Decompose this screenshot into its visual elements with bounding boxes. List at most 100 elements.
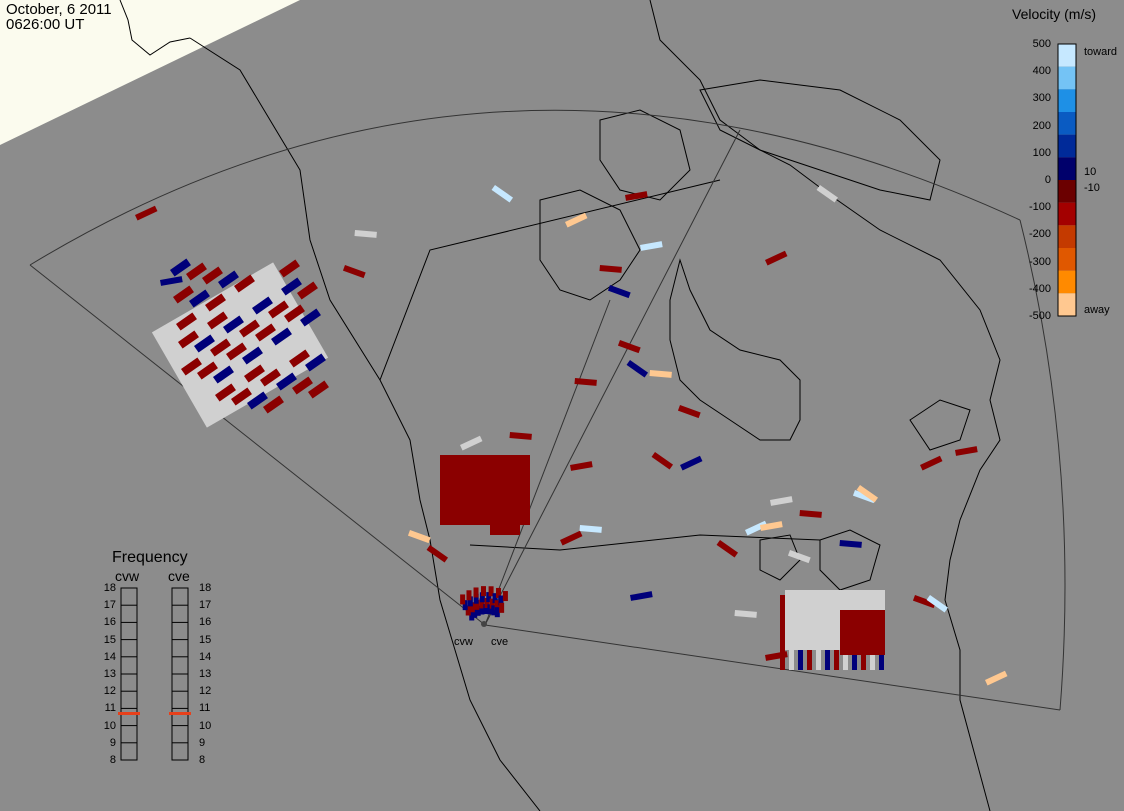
velocity-cell — [218, 270, 239, 289]
frequency-tick-right: 15 — [199, 633, 212, 646]
velocity-cell — [926, 595, 949, 613]
velocity-cell — [260, 368, 281, 387]
velocity-cell — [852, 489, 876, 504]
velocity-cell — [213, 365, 234, 384]
colorbar-tick: -100 — [1028, 201, 1051, 214]
velocity-cell — [680, 455, 703, 471]
frequency-tick-right: 14 — [199, 650, 212, 663]
velocity-cell — [462, 600, 468, 611]
velocity-cell — [599, 265, 622, 273]
away-label: away — [1084, 304, 1110, 316]
velocity-cell — [487, 604, 493, 615]
velocity-cell — [473, 587, 479, 598]
colorbar-segment — [1058, 270, 1076, 294]
colorbar-title: Velocity (m/s) — [1012, 6, 1097, 22]
velocity-cell — [271, 327, 292, 346]
frequency-tick-left: 17 — [103, 599, 116, 612]
velocity-cell — [630, 591, 653, 601]
velocity-cell — [135, 205, 158, 221]
frequency-tick-right: 17 — [199, 599, 212, 612]
frequency-tick-left: 11 — [104, 702, 116, 715]
velocity-cell — [780, 595, 785, 670]
velocity-cell — [640, 241, 663, 251]
velocity-cell — [297, 281, 318, 300]
colorbar-tick: 100 — [1032, 146, 1051, 159]
velocity-cell — [475, 605, 481, 616]
colorbar-segment — [1058, 293, 1076, 316]
velocity-cell — [617, 339, 641, 354]
velocity-cell — [176, 312, 197, 331]
velocity-cell — [760, 521, 783, 531]
velocity-cell — [479, 598, 485, 609]
velocity-cell — [251, 296, 273, 315]
velocity-cell — [492, 593, 498, 604]
velocity-cell — [305, 353, 326, 372]
velocity-cell — [189, 289, 210, 308]
velocity-cell — [281, 277, 302, 296]
velocity-cell — [607, 284, 631, 299]
frequency-tick-right: 12 — [199, 685, 212, 698]
colorbar-border — [1057, 43, 1077, 317]
velocity-cell — [574, 378, 597, 386]
frequency-tick-right: 10 — [199, 719, 212, 732]
colorbar-segment — [1058, 89, 1076, 112]
frequency-tick-left: 12 — [103, 685, 116, 698]
velocity-cell — [473, 593, 479, 604]
velocity-cell — [354, 230, 377, 238]
velocity-cell — [279, 259, 300, 278]
velocity-cell — [268, 300, 289, 319]
velocity-cell — [912, 595, 936, 609]
velocity-cell — [716, 540, 739, 558]
frequency-tick-right: 8 — [199, 754, 206, 766]
coastlines — [189, 0, 1001, 811]
frequency-tick-left: 8 — [109, 754, 116, 766]
scatter-cluster-center — [440, 455, 530, 535]
inner-tick-minus10: -10 — [1084, 182, 1100, 194]
velocity-cell — [495, 587, 501, 598]
site-label-cve: cve — [491, 636, 509, 648]
radar-site-marker — [481, 621, 487, 627]
velocity-cell — [799, 510, 822, 518]
velocity-cell — [185, 262, 207, 281]
velocity-cell — [196, 361, 218, 380]
frequency-tick-right: 9 — [199, 736, 206, 749]
colorbar-segment — [1058, 66, 1076, 90]
velocity-cell — [489, 598, 495, 609]
colorbar-segment — [1058, 157, 1076, 180]
velocity-cell — [579, 525, 602, 533]
colorbar-tick: 500 — [1032, 38, 1051, 50]
velocity-cell — [215, 383, 236, 402]
velocity-cell — [239, 319, 260, 338]
velocity-cell — [472, 607, 478, 618]
velocity-cell — [491, 605, 497, 616]
velocity-cell — [565, 212, 588, 228]
alaska-top-coast — [119, 0, 191, 56]
velocity-cell — [180, 357, 202, 376]
colorbar-segment — [1058, 180, 1076, 203]
date-label: October, 6 2011 — [6, 1, 112, 18]
velocity-cell — [159, 276, 183, 286]
velocity-cell — [483, 604, 489, 615]
velocity-colorbar — [1057, 43, 1077, 317]
velocity-cell — [276, 372, 297, 391]
frequency-tick-right: 11 — [199, 702, 211, 715]
velocity-cell — [243, 364, 265, 383]
velocity-cell — [289, 349, 310, 368]
frequency-tick-left: 13 — [103, 668, 116, 680]
velocity-cell — [201, 266, 223, 285]
velocity-cell — [734, 609, 757, 618]
colorbar-tick: -400 — [1028, 282, 1051, 295]
velocity-cell — [465, 605, 471, 616]
velocity-cell — [460, 594, 466, 605]
colorbar-segment — [1058, 44, 1076, 67]
velocity-cell — [263, 395, 284, 414]
velocity-cell — [469, 610, 475, 621]
velocity-cell — [498, 595, 504, 606]
velocity-cell — [920, 455, 943, 471]
velocity-cell — [194, 334, 215, 353]
velocity-cell — [469, 602, 475, 613]
velocity-cell — [765, 250, 788, 266]
time-label: 0626:00 UT — [6, 16, 85, 33]
velocity-cell — [426, 545, 449, 563]
